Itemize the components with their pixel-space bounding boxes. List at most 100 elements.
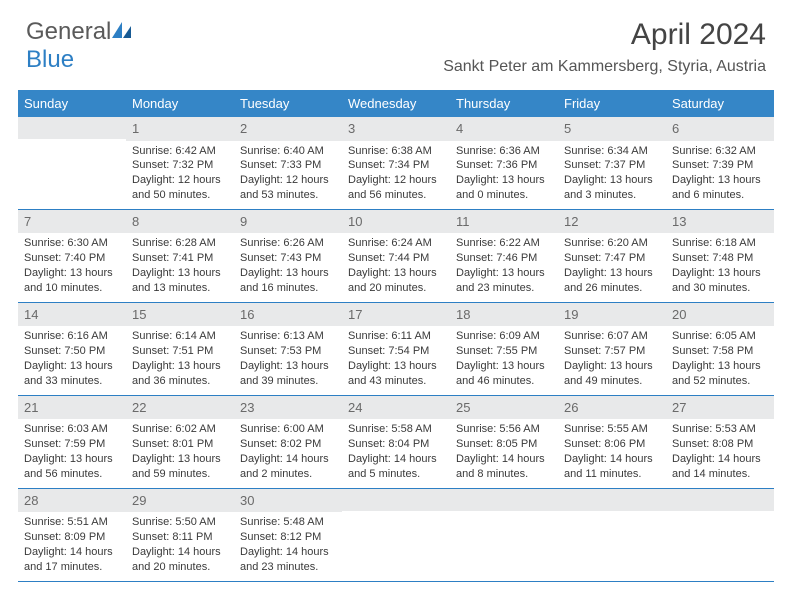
- day-body: Sunrise: 6:30 AMSunset: 7:40 PMDaylight:…: [18, 233, 126, 301]
- day-sunrise: Sunrise: 6:40 AM: [240, 144, 336, 159]
- day-cell-27: 27Sunrise: 5:53 AMSunset: 8:08 PMDayligh…: [666, 396, 774, 488]
- weekday-sunday: Sunday: [18, 90, 126, 117]
- day-sunset: Sunset: 8:09 PM: [24, 530, 120, 545]
- day-daylight1: Daylight: 12 hours: [240, 173, 336, 188]
- day-daylight1: Daylight: 14 hours: [24, 545, 120, 560]
- day-daylight2: and 11 minutes.: [564, 467, 660, 482]
- day-daylight1: Daylight: 13 hours: [348, 359, 444, 374]
- day-sunset: Sunset: 7:36 PM: [456, 158, 552, 173]
- day-daylight2: and 30 minutes.: [672, 281, 768, 296]
- day-sunrise: Sunrise: 5:55 AM: [564, 422, 660, 437]
- location-text: Sankt Peter am Kammersberg, Styria, Aust…: [443, 58, 766, 76]
- day-daylight2: and 23 minutes.: [456, 281, 552, 296]
- day-daylight2: and 3 minutes.: [564, 188, 660, 203]
- day-number: 18: [450, 303, 558, 327]
- day-number: 12: [558, 210, 666, 234]
- day-body: Sunrise: 6:02 AMSunset: 8:01 PMDaylight:…: [126, 419, 234, 487]
- day-cell-7: 7Sunrise: 6:30 AMSunset: 7:40 PMDaylight…: [18, 210, 126, 302]
- weekday-monday: Monday: [126, 90, 234, 117]
- day-number: 19: [558, 303, 666, 327]
- day-cell-empty: [666, 489, 774, 581]
- day-daylight2: and 36 minutes.: [132, 374, 228, 389]
- day-body: Sunrise: 5:53 AMSunset: 8:08 PMDaylight:…: [666, 419, 774, 487]
- day-number: 4: [450, 117, 558, 141]
- day-number: 22: [126, 396, 234, 420]
- day-body: Sunrise: 6:16 AMSunset: 7:50 PMDaylight:…: [18, 326, 126, 394]
- day-cell-22: 22Sunrise: 6:02 AMSunset: 8:01 PMDayligh…: [126, 396, 234, 488]
- day-body: Sunrise: 5:58 AMSunset: 8:04 PMDaylight:…: [342, 419, 450, 487]
- day-cell-empty: [558, 489, 666, 581]
- day-cell-19: 19Sunrise: 6:07 AMSunset: 7:57 PMDayligh…: [558, 303, 666, 395]
- day-daylight2: and 20 minutes.: [348, 281, 444, 296]
- week-row: 7Sunrise: 6:30 AMSunset: 7:40 PMDaylight…: [18, 210, 774, 303]
- day-sunrise: Sunrise: 6:36 AM: [456, 144, 552, 159]
- day-daylight1: Daylight: 13 hours: [564, 266, 660, 281]
- day-sunset: Sunset: 7:54 PM: [348, 344, 444, 359]
- day-sunrise: Sunrise: 6:13 AM: [240, 329, 336, 344]
- day-daylight2: and 0 minutes.: [456, 188, 552, 203]
- day-body: Sunrise: 6:22 AMSunset: 7:46 PMDaylight:…: [450, 233, 558, 301]
- day-daylight2: and 49 minutes.: [564, 374, 660, 389]
- day-daylight1: Daylight: 12 hours: [348, 173, 444, 188]
- day-body: Sunrise: 6:32 AMSunset: 7:39 PMDaylight:…: [666, 141, 774, 209]
- day-sunset: Sunset: 7:51 PM: [132, 344, 228, 359]
- day-sunrise: Sunrise: 6:18 AM: [672, 236, 768, 251]
- header: GeneralBlue April 2024 Sankt Peter am Ka…: [0, 0, 792, 82]
- day-daylight1: Daylight: 13 hours: [132, 452, 228, 467]
- day-daylight2: and 14 minutes.: [672, 467, 768, 482]
- day-sunset: Sunset: 8:11 PM: [132, 530, 228, 545]
- day-cell-23: 23Sunrise: 6:00 AMSunset: 8:02 PMDayligh…: [234, 396, 342, 488]
- day-daylight1: Daylight: 14 hours: [456, 452, 552, 467]
- day-sunset: Sunset: 8:06 PM: [564, 437, 660, 452]
- logo-text: GeneralBlue: [26, 18, 133, 74]
- weekday-friday: Friday: [558, 90, 666, 117]
- day-sunrise: Sunrise: 5:48 AM: [240, 515, 336, 530]
- day-number-empty: [18, 117, 126, 139]
- day-number: 13: [666, 210, 774, 234]
- day-number: 1: [126, 117, 234, 141]
- day-sunrise: Sunrise: 6:34 AM: [564, 144, 660, 159]
- day-sunset: Sunset: 7:32 PM: [132, 158, 228, 173]
- day-number: 2: [234, 117, 342, 141]
- day-cell-24: 24Sunrise: 5:58 AMSunset: 8:04 PMDayligh…: [342, 396, 450, 488]
- day-daylight1: Daylight: 13 hours: [564, 173, 660, 188]
- day-sunrise: Sunrise: 6:28 AM: [132, 236, 228, 251]
- day-number: 26: [558, 396, 666, 420]
- day-body: Sunrise: 5:50 AMSunset: 8:11 PMDaylight:…: [126, 512, 234, 580]
- day-daylight1: Daylight: 14 hours: [564, 452, 660, 467]
- day-sunset: Sunset: 7:34 PM: [348, 158, 444, 173]
- day-cell-26: 26 Sunrise: 5:55 AMSunset: 8:06 PMDayligh…: [558, 396, 666, 488]
- day-body: Sunrise: 6:09 AMSunset: 7:55 PMDaylight:…: [450, 326, 558, 394]
- day-cell-2: 2Sunrise: 6:40 AMSunset: 7:33 PMDaylight…: [234, 117, 342, 209]
- day-sunrise: Sunrise: 6:16 AM: [24, 329, 120, 344]
- day-daylight2: and 59 minutes.: [132, 467, 228, 482]
- day-daylight1: Daylight: 13 hours: [24, 266, 120, 281]
- day-daylight1: Daylight: 14 hours: [672, 452, 768, 467]
- day-daylight2: and 5 minutes.: [348, 467, 444, 482]
- day-daylight1: Daylight: 13 hours: [672, 359, 768, 374]
- day-daylight2: and 16 minutes.: [240, 281, 336, 296]
- day-sunrise: Sunrise: 5:50 AM: [132, 515, 228, 530]
- day-sunset: Sunset: 7:44 PM: [348, 251, 444, 266]
- day-daylight1: Daylight: 14 hours: [348, 452, 444, 467]
- day-daylight2: and 26 minutes.: [564, 281, 660, 296]
- day-body: Sunrise: 6:26 AMSunset: 7:43 PMDaylight:…: [234, 233, 342, 301]
- day-daylight1: Daylight: 13 hours: [672, 173, 768, 188]
- day-cell-18: 18Sunrise: 6:09 AMSunset: 7:55 PMDayligh…: [450, 303, 558, 395]
- day-cell-3: 3Sunrise: 6:38 AMSunset: 7:34 PMDaylight…: [342, 117, 450, 209]
- day-body: Sunrise: 6:36 AMSunset: 7:36 PMDaylight:…: [450, 141, 558, 209]
- week-row: 14Sunrise: 6:16 AMSunset: 7:50 PMDayligh…: [18, 303, 774, 396]
- day-daylight2: and 52 minutes.: [672, 374, 768, 389]
- day-daylight2: and 33 minutes.: [24, 374, 120, 389]
- day-sunrise: Sunrise: 6:07 AM: [564, 329, 660, 344]
- day-cell-21: 21Sunrise: 6:03 AMSunset: 7:59 PMDayligh…: [18, 396, 126, 488]
- day-number: 25: [450, 396, 558, 420]
- day-daylight1: Daylight: 13 hours: [456, 173, 552, 188]
- day-sunrise: Sunrise: 6:02 AM: [132, 422, 228, 437]
- day-daylight1: Daylight: 13 hours: [348, 266, 444, 281]
- day-daylight1: Daylight: 13 hours: [240, 359, 336, 374]
- day-sunrise: Sunrise: 6:00 AM: [240, 422, 336, 437]
- day-sunset: Sunset: 7:48 PM: [672, 251, 768, 266]
- day-daylight1: Daylight: 13 hours: [672, 266, 768, 281]
- day-daylight2: and 20 minutes.: [132, 560, 228, 575]
